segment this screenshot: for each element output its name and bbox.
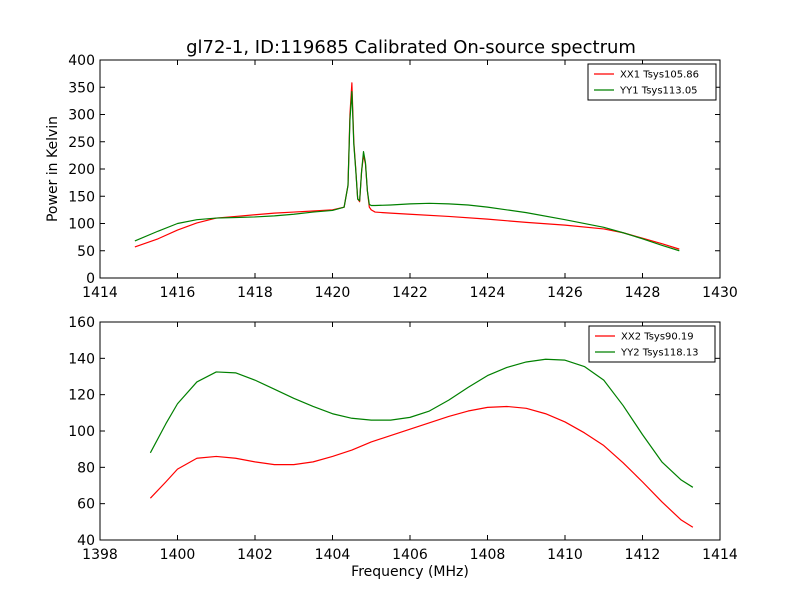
x-tick-label: 1414 bbox=[702, 547, 738, 563]
y-tick-label: 50 bbox=[77, 244, 95, 260]
axes-frame bbox=[99, 321, 721, 541]
x-tick-label: 1412 bbox=[625, 547, 661, 563]
x-tick-label: 1418 bbox=[237, 285, 273, 301]
x-tick-label: 1416 bbox=[160, 285, 196, 301]
y-tick-label: 160 bbox=[68, 315, 95, 331]
series-line-yy2 bbox=[149, 358, 694, 488]
y-tick-label: 120 bbox=[68, 388, 95, 404]
y-tick-label: 350 bbox=[68, 80, 95, 96]
legend-box bbox=[588, 325, 716, 363]
y-tick-label: 60 bbox=[77, 497, 95, 513]
x-tick-label: 1422 bbox=[392, 285, 428, 301]
x-tick-label: 1410 bbox=[547, 547, 583, 563]
legend-entry: XX1 Tsys105.86 bbox=[620, 70, 699, 81]
x-tick-label: 1414 bbox=[82, 285, 118, 301]
axes-frame bbox=[99, 59, 721, 279]
y-tick-label: 40 bbox=[77, 533, 95, 549]
x-tick-label: 1398 bbox=[82, 547, 118, 563]
x-tick-label: 1424 bbox=[470, 285, 506, 301]
y-tick-label: 0 bbox=[86, 271, 95, 287]
x-tick-label: 1420 bbox=[315, 285, 351, 301]
y-axis-label: Power in Kelvin bbox=[45, 116, 61, 222]
y-tick-label: 400 bbox=[68, 53, 95, 69]
legend-entry: YY2 Tsys118.13 bbox=[620, 348, 699, 359]
y-tick-label: 140 bbox=[68, 351, 95, 367]
x-tick-label: 1400 bbox=[160, 547, 196, 563]
y-tick-label: 100 bbox=[68, 424, 95, 440]
legend-box bbox=[587, 63, 717, 101]
x-tick-label: 1408 bbox=[470, 547, 506, 563]
y-tick-label: 250 bbox=[68, 135, 95, 151]
legend-entry: XX2 Tsys90.19 bbox=[621, 332, 694, 343]
x-axis-label: Frequency (MHz) bbox=[351, 564, 469, 580]
y-tick-label: 200 bbox=[68, 162, 95, 178]
top-panel: 1414 1416 1418 1420 1422 1424 1426 1428 1430 0 50 1… bbox=[45, 53, 738, 301]
series-line-yy1 bbox=[134, 91, 680, 252]
legend-entry: YY1 Tsys113.05 bbox=[619, 86, 698, 97]
bottom-panel: 1398 1400 1402 1404 1406 1408 1410 1412 1414 40 60… bbox=[68, 315, 738, 580]
series-line-xx2 bbox=[149, 405, 694, 528]
x-tick-label: 1426 bbox=[547, 285, 583, 301]
y-tick-label: 150 bbox=[68, 189, 95, 205]
x-tick-label: 1404 bbox=[315, 547, 351, 563]
y-tick-label: 300 bbox=[68, 108, 95, 124]
x-tick-label: 1406 bbox=[392, 547, 428, 563]
y-tick-label: 80 bbox=[77, 460, 95, 476]
chart-title: gl72-1, ID:119685 Calibrated On-source s… bbox=[186, 37, 636, 58]
y-tick-label: 100 bbox=[68, 217, 95, 233]
x-tick-label: 1402 bbox=[237, 547, 273, 563]
x-tick-label: 1428 bbox=[625, 285, 661, 301]
x-tick-label: 1430 bbox=[702, 285, 738, 301]
